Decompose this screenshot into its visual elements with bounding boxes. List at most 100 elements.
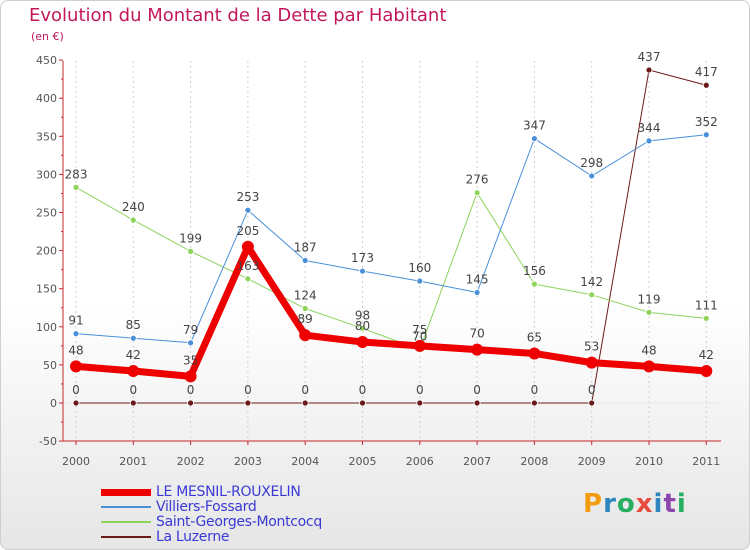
data-label: 173	[351, 251, 374, 265]
legend-label: LE MESNIL-ROUXELIN	[156, 484, 301, 500]
data-label: 347	[523, 119, 546, 133]
series-line	[75, 186, 707, 351]
brand-letter: t	[663, 489, 677, 519]
data-point	[184, 370, 197, 383]
data-point	[187, 399, 195, 407]
chart-title: Evolution du Montant de la Dette par Hab…	[29, 5, 447, 26]
data-point	[244, 399, 252, 407]
data-point	[588, 172, 596, 180]
series-line	[75, 134, 707, 344]
series-line	[72, 243, 710, 380]
x-tick-label: 2004	[291, 455, 319, 468]
grid-layer	[63, 61, 721, 441]
data-point	[702, 131, 710, 139]
data-point	[473, 189, 481, 197]
data-point	[70, 360, 82, 373]
data-label: 0	[531, 383, 539, 397]
data-point	[129, 216, 137, 224]
data-point	[359, 324, 366, 332]
x-tick-label: 2003	[234, 455, 262, 468]
data-label: 417	[695, 65, 718, 79]
data-point	[359, 399, 366, 407]
data-label: 35	[183, 353, 198, 367]
data-label: 145	[466, 273, 489, 287]
y-tick-label: 100	[36, 321, 57, 334]
brand-logo: Proxiti	[583, 489, 687, 519]
data-point	[299, 329, 312, 342]
data-point	[244, 275, 252, 283]
y-tick-label: 400	[36, 92, 57, 105]
data-point	[129, 334, 137, 342]
data-label: 0	[187, 383, 195, 397]
data-point	[241, 240, 254, 253]
data-point	[301, 257, 309, 264]
y-tick-label: 450	[36, 54, 57, 67]
data-label: 98	[355, 308, 370, 322]
data-point	[645, 66, 653, 74]
data-label: 0	[72, 383, 80, 397]
data-point	[301, 305, 309, 312]
data-label: 0	[359, 383, 367, 397]
data-point	[588, 291, 596, 299]
data-label: 48	[641, 343, 656, 357]
legend-swatch	[101, 536, 151, 538]
data-label: 283	[65, 167, 88, 181]
data-label: 65	[527, 330, 542, 344]
data-point	[528, 347, 541, 360]
data-point	[531, 135, 538, 142]
data-label: 0	[416, 383, 424, 397]
data-label: 0	[473, 383, 481, 397]
data-label: 91	[68, 314, 83, 328]
data-label: 187	[294, 241, 317, 255]
x-tick-label: 2006	[406, 455, 434, 468]
data-label: 111	[695, 298, 718, 312]
data-label: 48	[68, 343, 83, 357]
brand-letter: i	[676, 489, 687, 519]
data-point	[471, 343, 484, 356]
data-label: 276	[466, 173, 489, 187]
data-label: 0	[301, 383, 309, 397]
y-tick-label: 250	[36, 207, 57, 220]
x-tick-label: 2011	[692, 455, 720, 468]
data-label: 253	[236, 190, 259, 204]
data-label: 70	[469, 327, 484, 341]
legend-label: La Luzerne	[156, 529, 230, 545]
data-point	[416, 277, 424, 285]
data-label: 53	[584, 340, 599, 354]
data-label: 163	[236, 259, 259, 273]
data-label: 85	[126, 318, 141, 332]
data-point	[531, 399, 538, 407]
series-line	[75, 69, 707, 404]
legend-label: Villiers-Fossard	[156, 499, 257, 515]
data-point	[585, 356, 598, 369]
x-tick-label: 2010	[635, 455, 663, 468]
data-point	[72, 399, 80, 407]
data-label: 240	[122, 200, 145, 214]
data-label: 124	[294, 289, 317, 303]
data-point	[643, 360, 655, 373]
data-point	[473, 289, 481, 296]
series-layer	[70, 66, 713, 407]
x-tick-label: 2009	[578, 455, 606, 468]
data-label: 79	[183, 323, 198, 337]
y-tick-label: 50	[43, 359, 57, 372]
data-label: 344	[638, 121, 661, 135]
legend-swatch	[101, 488, 151, 496]
x-tick-label: 2005	[349, 455, 377, 468]
y-tick-label: 200	[36, 245, 57, 258]
data-point	[645, 308, 653, 316]
y-tick-label: -50	[39, 435, 57, 448]
data-label: 70	[412, 330, 427, 344]
data-label: 0	[244, 383, 252, 397]
legend-label: Saint-Georges-Montcocq	[156, 514, 322, 530]
data-label: 205	[236, 224, 259, 238]
x-tick-label: 2007	[463, 455, 491, 468]
data-label: 352	[695, 115, 718, 129]
data-label: 160	[408, 261, 431, 275]
data-label: 75	[412, 323, 427, 337]
data-point	[356, 336, 369, 349]
data-point	[72, 330, 80, 338]
